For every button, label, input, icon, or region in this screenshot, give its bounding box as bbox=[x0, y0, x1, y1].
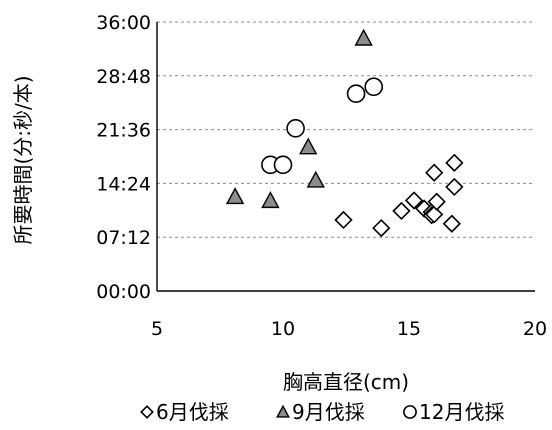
data-point-circle bbox=[364, 77, 384, 97]
data-point-diamond bbox=[442, 214, 461, 233]
y-tick-label: 00:00 bbox=[96, 281, 151, 303]
y-tick-label: 28:48 bbox=[96, 66, 151, 88]
legend: 6月伐採 9月伐採 12月伐採 bbox=[140, 400, 504, 424]
legend-marker-diamond bbox=[140, 405, 154, 419]
legend-marker-circle bbox=[403, 405, 417, 419]
legend-label: 9月伐採 bbox=[292, 400, 365, 424]
x-tick-label: 5 bbox=[151, 318, 163, 340]
data-point-triangle bbox=[261, 191, 280, 209]
y-tick-label: 36:00 bbox=[96, 12, 151, 34]
data-point-diamond bbox=[404, 191, 424, 210]
data-point-triangle bbox=[225, 187, 245, 205]
data-point-diamond bbox=[445, 177, 464, 197]
legend-label: 12月伐採 bbox=[419, 400, 504, 424]
x-tick-labels: 5 10 15 20 bbox=[151, 318, 547, 340]
data-point-diamond bbox=[334, 210, 353, 230]
data-point-diamond bbox=[372, 218, 391, 238]
legend-label: 6月伐採 bbox=[156, 400, 229, 424]
x-tick-label: 20 bbox=[523, 318, 547, 340]
y-tick-labels: 00:00 07:12 14:24 21:36 28:48 36:00 bbox=[96, 12, 151, 303]
data-point-triangle bbox=[354, 28, 373, 46]
data-point-diamond bbox=[425, 163, 444, 182]
data-point-circle bbox=[286, 119, 305, 138]
data-point-triangle bbox=[299, 137, 318, 155]
x-tick-label: 10 bbox=[271, 318, 295, 340]
gridlines bbox=[157, 21, 535, 238]
x-axis-title: 胸高直径(cm) bbox=[283, 370, 409, 394]
y-tick-label: 07:12 bbox=[96, 227, 151, 249]
data-points bbox=[225, 28, 464, 238]
data-point-diamond bbox=[425, 205, 444, 224]
data-point-diamond bbox=[445, 153, 464, 172]
x-tick-label: 15 bbox=[397, 318, 421, 340]
y-tick-label: 21:36 bbox=[96, 120, 151, 142]
data-point-diamond bbox=[427, 192, 446, 211]
data-point-diamond bbox=[392, 201, 411, 221]
legend-marker-triangle bbox=[276, 404, 290, 418]
data-point-circle bbox=[273, 155, 293, 175]
axes bbox=[156, 22, 535, 292]
data-point-triangle bbox=[306, 170, 325, 188]
y-tick-label: 14:24 bbox=[96, 173, 151, 195]
data-point-circle bbox=[346, 84, 366, 104]
y-axis-title: 所要時間(分:秒/本) bbox=[11, 75, 35, 244]
